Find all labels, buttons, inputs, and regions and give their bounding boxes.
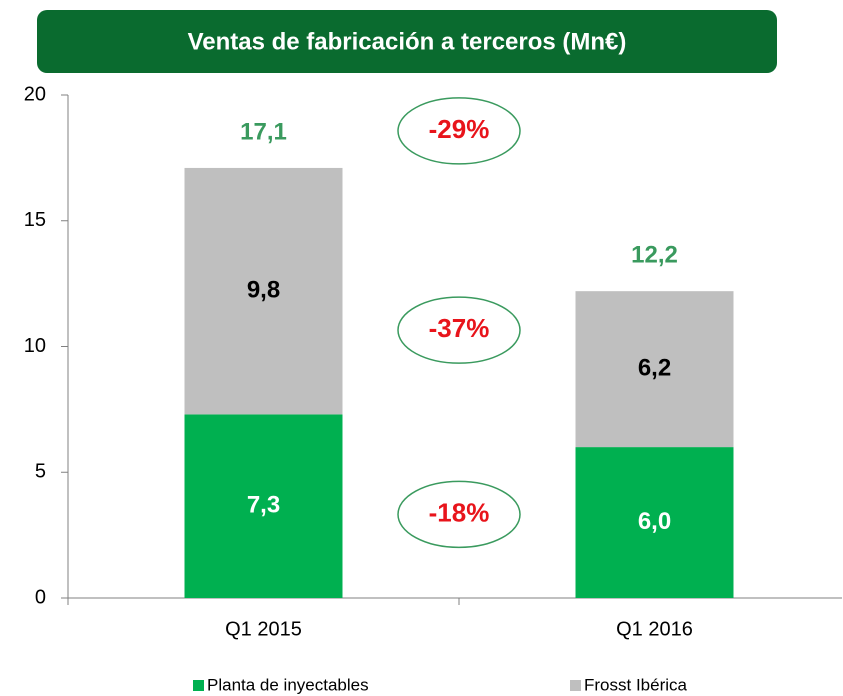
annotation: -29% bbox=[429, 114, 490, 144]
y-tick-label: 10 bbox=[24, 335, 46, 357]
x-tick-label: Q1 2015 bbox=[225, 618, 302, 640]
legend-label: Planta de inyectables bbox=[207, 675, 369, 694]
x-tick-label: Q1 2016 bbox=[616, 618, 693, 640]
chart-title: Ventas de fabricación a terceros (Mn€) bbox=[188, 28, 627, 55]
data-label: 6,2 bbox=[638, 354, 671, 381]
data-label: 7,3 bbox=[247, 492, 280, 519]
y-tick-label: 15 bbox=[24, 209, 46, 231]
bar-segment bbox=[184, 414, 343, 598]
bar-segment bbox=[184, 167, 343, 415]
legend-label: Frosst Ibérica bbox=[584, 675, 688, 694]
y-tick-label: 5 bbox=[35, 461, 46, 483]
annotation: -18% bbox=[429, 497, 490, 527]
total-label: 17,1 bbox=[240, 118, 287, 145]
data-label: 9,8 bbox=[247, 277, 280, 304]
bar-segment bbox=[575, 447, 734, 598]
y-tick-label: 0 bbox=[35, 586, 46, 608]
y-tick-label: 20 bbox=[24, 83, 46, 105]
bar-segment bbox=[575, 291, 734, 448]
annotation-ellipse bbox=[397, 97, 521, 165]
data-label: 6,0 bbox=[638, 508, 671, 535]
title-box bbox=[37, 10, 777, 73]
annotation-ellipse bbox=[397, 296, 521, 364]
annotation-ellipse bbox=[397, 480, 521, 549]
legend-swatch bbox=[570, 680, 581, 691]
legend-swatch bbox=[193, 680, 204, 691]
total-label: 12,2 bbox=[631, 242, 678, 269]
annotation: -37% bbox=[429, 313, 490, 343]
